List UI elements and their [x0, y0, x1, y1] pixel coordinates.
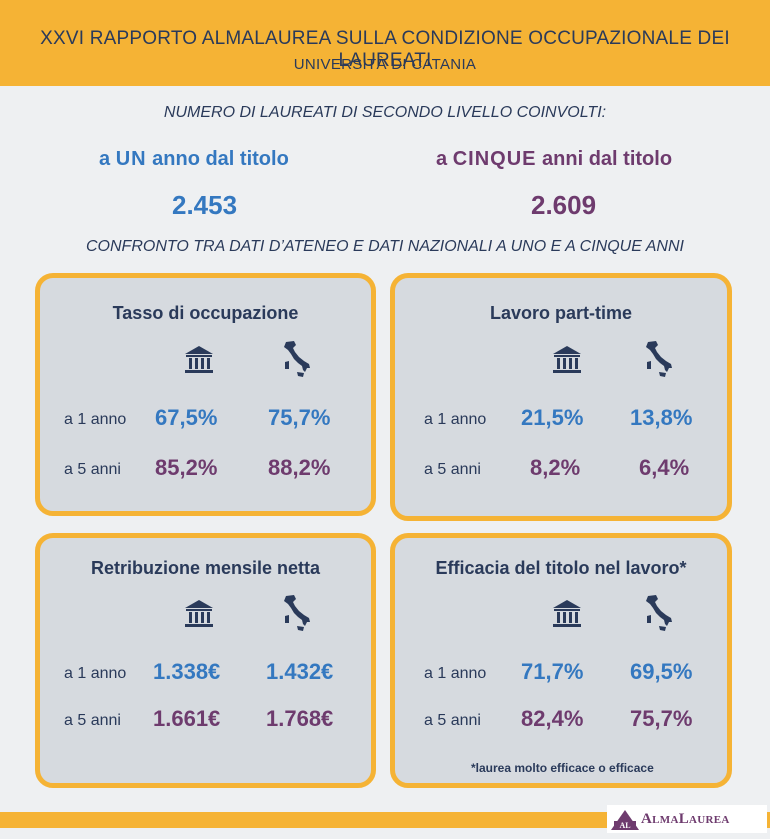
- row-label-5-anni: a 5 anni: [424, 712, 481, 729]
- value-ateneo-1-anno: 67,5%: [155, 405, 218, 430]
- value-italia-1-anno: 69,5%: [630, 659, 693, 684]
- five-year-label-emph: CINQUE: [452, 148, 537, 170]
- card-title: Retribuzione mensile netta: [90, 558, 321, 578]
- value-italia-5-anni: 6,4%: [639, 455, 690, 480]
- five-year-label-post: anni dal titolo: [536, 148, 673, 170]
- five-year-label: a CINQUE anni dal titolo: [436, 148, 672, 171]
- value-ateneo-5-anni: 82,4%: [521, 706, 584, 731]
- university-building-icon: [183, 598, 215, 635]
- university-building-icon: [551, 344, 583, 381]
- row-label-1-anno: a 1 anno: [424, 411, 487, 428]
- compare-heading: CONFRONTO TRA DATI D’ATENEO E DATI NAZIO…: [86, 238, 684, 255]
- card-tasso-occupazione: Tasso di occupazione a 1 anno 67,5% 75,7…: [35, 273, 376, 516]
- row-label-1-anno: a 1 anno: [424, 665, 487, 682]
- one-year-label-pre: a: [99, 148, 116, 170]
- card-title: Efficacia del titolo nel lavoro*: [435, 558, 687, 578]
- value-italia-1-anno: 1.432€: [266, 659, 334, 684]
- footnote: *laurea molto efficace o efficace: [471, 761, 654, 775]
- row-label-1-anno: a 1 anno: [64, 411, 127, 428]
- university-building-icon: [183, 344, 215, 381]
- value-ateneo-1-anno: 1.338€: [153, 659, 221, 684]
- report-title: XXVI RAPPORTO ALMALAUREA SULLA CONDIZION…: [40, 28, 730, 71]
- row-label-5-anni: a 5 anni: [64, 461, 121, 478]
- one-year-count: 2.453: [172, 190, 238, 220]
- svg-text:AL: AL: [619, 821, 630, 830]
- university-name: UNIVERSITÀ DI CATANIA: [293, 56, 477, 73]
- logo-text: AlmaLaurea: [641, 811, 730, 827]
- value-ateneo-5-anni: 1.661€: [153, 706, 221, 731]
- card-lavoro-part-time: Lavoro part-time a 1 anno 21,5% 13,8% a …: [390, 273, 732, 521]
- italy-map-icon: [642, 340, 676, 385]
- five-year-count: 2.609: [531, 190, 597, 220]
- card-title: Lavoro part-time: [489, 303, 633, 323]
- five-year-label-pre: a: [436, 148, 453, 170]
- row-label-5-anni: a 5 anni: [64, 712, 121, 729]
- value-italia-5-anni: 1.768€: [266, 706, 334, 731]
- italy-map-icon: [280, 340, 314, 385]
- value-ateneo-1-anno: 21,5%: [521, 405, 584, 430]
- italy-map-icon: [642, 594, 676, 639]
- header-banner: XXVI RAPPORTO ALMALAUREA SULLA CONDIZION…: [0, 0, 770, 86]
- value-ateneo-1-anno: 71,7%: [521, 659, 584, 684]
- footer-bar: [0, 812, 770, 828]
- one-year-label: a UN anno dal titolo: [99, 148, 289, 171]
- intro-heading: NUMERO DI LAUREATI DI SECONDO LIVELLO CO…: [163, 104, 607, 121]
- card-retribuzione: Retribuzione mensile netta a 1 anno 1.33…: [35, 533, 376, 788]
- value-ateneo-5-anni: 8,2%: [530, 455, 581, 480]
- card-efficacia-titolo: Efficacia del titolo nel lavoro* a 1 ann…: [390, 533, 732, 788]
- one-year-label-emph: UN: [115, 148, 147, 170]
- value-italia-5-anni: 88,2%: [268, 455, 331, 480]
- value-italia-1-anno: 75,7%: [268, 405, 331, 430]
- card-title: Tasso di occupazione: [112, 303, 299, 323]
- value-ateneo-5-anni: 85,2%: [155, 455, 218, 480]
- row-label-1-anno: a 1 anno: [64, 665, 127, 682]
- almalaurea-logo: AL AlmaLaurea: [607, 805, 767, 833]
- value-italia-5-anni: 75,7%: [630, 706, 693, 731]
- row-label-5-anni: a 5 anni: [424, 461, 481, 478]
- university-building-icon: [551, 598, 583, 635]
- one-year-label-post: anno dal titolo: [146, 148, 289, 170]
- italy-map-icon: [280, 594, 314, 639]
- logo-badge-icon: AL: [611, 810, 639, 830]
- value-italia-1-anno: 13,8%: [630, 405, 693, 430]
